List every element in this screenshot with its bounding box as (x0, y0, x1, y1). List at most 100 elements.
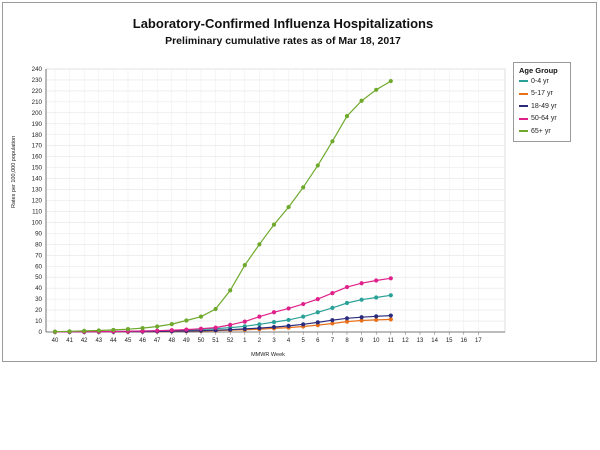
x-tick-label: 45 (125, 338, 132, 344)
x-tick-label: 3 (272, 338, 276, 344)
data-point (228, 327, 233, 332)
x-tick-label: 7 (331, 338, 335, 344)
data-point (213, 325, 218, 330)
data-point (315, 297, 320, 302)
data-point (242, 263, 247, 268)
y-tick-label: 30 (35, 296, 42, 303)
x-tick-label: 52 (227, 338, 234, 344)
series-line-50-64-yr (54, 277, 391, 333)
x-tick-label: 2 (258, 338, 262, 344)
data-point (125, 327, 131, 332)
data-point (67, 329, 72, 334)
data-point (301, 185, 306, 190)
data-point (257, 314, 262, 319)
x-tick-label: 1 (243, 338, 247, 344)
legend-label: 0-4 yr (531, 77, 549, 85)
data-point (242, 319, 247, 324)
grid-lines (45, 68, 506, 333)
x-tick-label: 41 (66, 338, 73, 344)
data-point (359, 281, 364, 286)
data-point (228, 288, 233, 293)
data-point (140, 328, 145, 334)
data-point (198, 314, 204, 319)
y-tick-label: 200 (32, 110, 43, 117)
data-point (344, 284, 350, 290)
data-point (301, 322, 306, 327)
x-tick-label: 48 (168, 338, 175, 344)
chart-frame: Laboratory-Confirmed Influenza Hospitali… (2, 2, 597, 362)
data-point (374, 314, 379, 319)
x-tick-label: 14 (431, 338, 438, 344)
x-tick-label: 47 (154, 338, 161, 344)
data-point (388, 293, 393, 298)
y-axis-label: Rates per 100,000 population (11, 135, 17, 208)
data-point (286, 323, 291, 328)
data-point (359, 98, 364, 103)
y-tick-label: 40 (35, 285, 42, 292)
data-point (228, 322, 233, 327)
data-point (184, 318, 189, 323)
y-tick-label: 240 (32, 66, 43, 73)
data-point (286, 204, 291, 210)
legend-label: 65+ yr (531, 127, 551, 135)
data-point (330, 318, 335, 323)
legend-item: 65+ yr (514, 125, 570, 138)
legend-label: 18-49 yr (531, 102, 557, 110)
x-tick-label: 11 (388, 338, 395, 344)
data-point (330, 305, 335, 310)
y-tick-label: 130 (32, 187, 43, 194)
y-tick-label: 220 (32, 88, 43, 95)
y-tick-label: 20 (35, 307, 42, 314)
data-point (257, 322, 262, 327)
y-tick-label: 110 (32, 208, 42, 215)
data-point (286, 306, 291, 311)
data-point (155, 328, 160, 333)
y-tick-label: 90 (35, 230, 42, 237)
y-tick-label: 180 (32, 132, 43, 139)
y-tick-label: 50 (35, 274, 42, 281)
x-tick-label: 46 (139, 338, 146, 344)
data-point (257, 325, 262, 331)
data-point (286, 317, 291, 323)
data-point (388, 313, 393, 318)
legend-swatch (519, 92, 528, 95)
data-point (315, 320, 320, 325)
data-point (169, 328, 174, 333)
y-tick-label: 140 (32, 176, 43, 183)
data-point (213, 306, 218, 312)
line-chart: 0102030405060708090100110120130140150160… (32, 66, 506, 358)
chart-subtitle: Preliminary cumulative rates as of Mar 1… (165, 35, 401, 47)
data-point (271, 320, 277, 325)
x-tick-label: 6 (316, 338, 320, 344)
data-point (359, 315, 364, 320)
data-point (359, 318, 364, 323)
x-tick-label: 16 (460, 338, 467, 344)
series-layer (52, 78, 393, 335)
x-tick-label: 17 (475, 338, 482, 344)
x-axis-label: MMWR Week (251, 352, 285, 358)
data-point (344, 319, 350, 324)
data-point (96, 328, 101, 333)
data-point (242, 326, 247, 332)
legend-item: 0-4 yr (514, 75, 570, 88)
data-point (155, 324, 160, 329)
x-tick-label: 44 (110, 338, 117, 344)
legend-item: 18-49 yr (514, 100, 570, 113)
legend-swatch (519, 105, 528, 108)
x-tick-label: 5 (302, 338, 306, 344)
y-tick-label: 100 (32, 219, 43, 226)
y-tick-label: 70 (35, 252, 42, 259)
legend-label: 50-64 yr (531, 115, 557, 123)
data-point (374, 295, 379, 300)
x-tick-label: 12 (402, 338, 409, 344)
chart-title: Laboratory-Confirmed Influenza Hospitali… (132, 16, 434, 31)
y-tick-label: 190 (32, 121, 43, 128)
data-point (271, 222, 277, 227)
data-point (388, 78, 393, 84)
y-tick-label: 60 (35, 263, 42, 270)
y-tick-label: 160 (32, 154, 43, 161)
legend-label: 5-17 yr (531, 90, 553, 98)
data-point (374, 317, 379, 323)
data-point (388, 276, 393, 281)
data-point (271, 310, 277, 315)
